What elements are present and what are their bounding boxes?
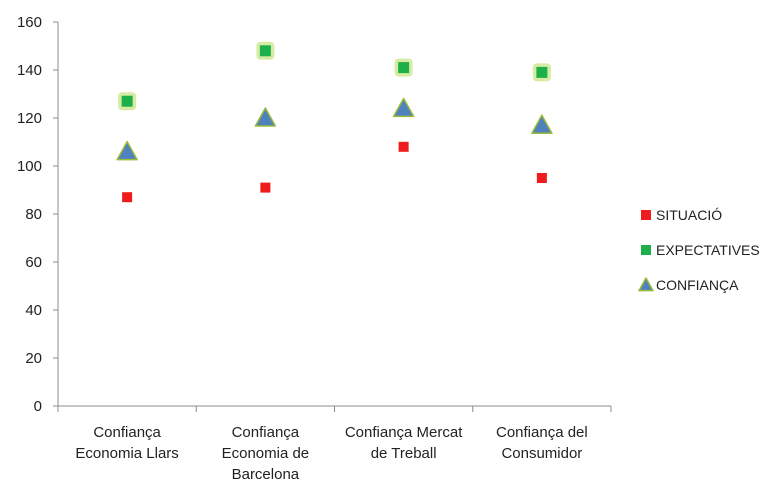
x-category-label-line: Consumidor (501, 445, 582, 462)
y-tick-label: 60 (25, 254, 42, 271)
y-tick-label: 100 (17, 158, 42, 175)
data-point-confian-a (392, 97, 415, 118)
x-category-label: Confiança del Consumidor (496, 424, 588, 462)
legend-marker (638, 277, 654, 292)
data-point-confian-a (254, 107, 277, 127)
y-tick-label: 20 (25, 350, 42, 367)
data-point-situaci (398, 141, 409, 152)
legend-marker (641, 210, 651, 220)
y-tick-label: 160 (17, 14, 42, 31)
x-category-label-line: Economia Llars (75, 445, 178, 462)
data-point-confian-a (116, 140, 138, 161)
y-tick-label: 120 (17, 110, 42, 127)
x-category-label-line: Barcelona (232, 466, 300, 483)
data-point-situaci (536, 173, 547, 183)
x-category-label: Confiança Mercat de Treball (345, 424, 463, 462)
x-category-label: Confiança Economia Llars (75, 424, 178, 462)
chart-marks (116, 41, 553, 203)
y-tick-label: 0 (34, 398, 42, 415)
x-category-label-line: Confiança (232, 424, 300, 441)
legend-label: EXPECTATIVES (656, 242, 760, 258)
legend-label: SITUACIÓ (656, 207, 722, 223)
x-category-label-line: de Treball (371, 445, 437, 462)
x-category-label-line: Confiança del (496, 424, 588, 441)
legend-marker (641, 245, 651, 255)
chart-axes: 0 20 40 60 80 100 120 140 160 Confiança Economia L… (17, 14, 612, 483)
data-point-expectatives (259, 45, 271, 57)
chart-legend: SITUACIÓ EXPECTATIVES CONFIANÇA (638, 207, 760, 293)
x-category-label-line: Confiança (93, 424, 161, 441)
data-point-confian-a (531, 114, 553, 134)
y-tick-label: 80 (25, 206, 42, 223)
y-tick-label: 40 (25, 302, 42, 319)
data-point-situaci (122, 192, 133, 203)
data-point-expectatives (536, 66, 548, 78)
x-category-label: Confiança Economia de Barcelona (222, 424, 310, 483)
legend-label: CONFIANÇA (656, 277, 739, 293)
data-point-situaci (260, 182, 271, 193)
x-category-label-line: Economia de (222, 445, 310, 462)
x-category-label-line: Confiança Mercat (345, 424, 463, 441)
y-tick-label: 140 (17, 62, 42, 79)
data-point-expectatives (121, 95, 133, 107)
data-point-expectatives (398, 62, 410, 74)
